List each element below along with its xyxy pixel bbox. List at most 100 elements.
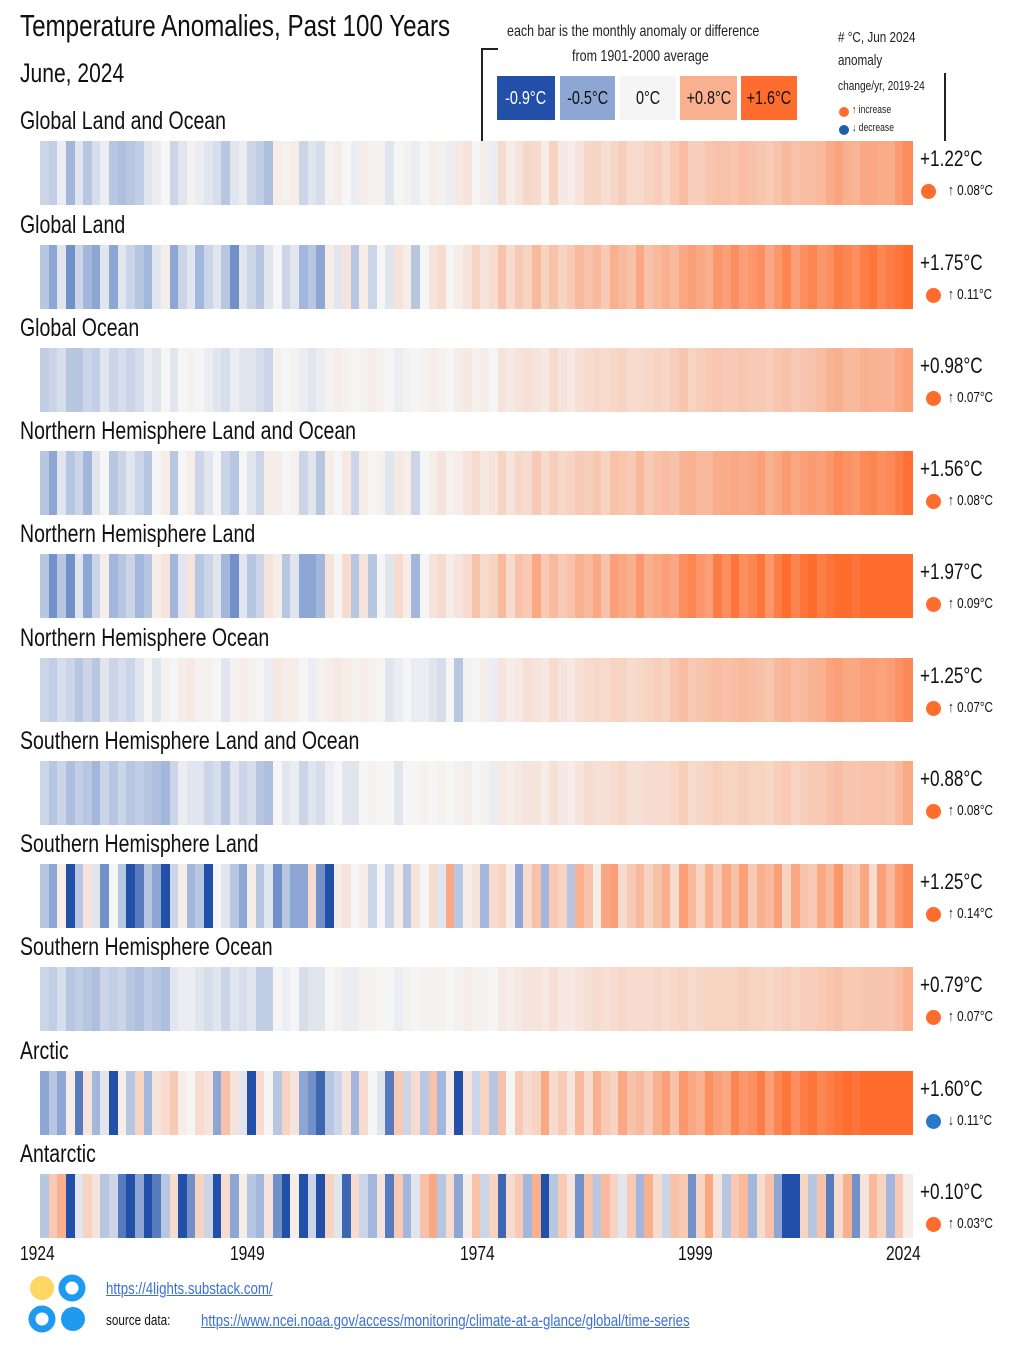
stripe-1951 [273,967,283,1031]
stripe-2024 [903,141,913,205]
stripe-2007 [756,451,766,515]
stripe-1969 [428,761,438,825]
stripe-1952 [281,1071,291,1135]
stripe-1970 [437,967,447,1031]
stripe-1992 [627,864,637,928]
stripe-1939 [169,658,179,722]
stripe-2018 [851,1071,861,1135]
stripe-1932 [109,141,119,205]
stripe-1945 [221,658,231,722]
stripe-2001 [704,348,714,412]
stripe-2004 [730,864,740,928]
source-link[interactable]: https://www.ncei.noaa.gov/access/monitor… [201,1311,690,1330]
stripe-1966 [402,967,412,1031]
stripe-1940 [178,1071,188,1135]
stripe-2005 [739,141,749,205]
stripe-2005 [739,1071,749,1135]
stripe-1955 [307,1071,317,1135]
stripe-1988 [592,348,602,412]
stripe-2003 [722,554,732,618]
stripe-1958 [333,658,343,722]
stripe-1980 [523,967,533,1031]
stripe-1971 [445,1174,455,1238]
stripe-2003 [722,1174,732,1238]
stripe-2000 [696,451,706,515]
x-tick: 1924 [20,1243,55,1265]
stripe-1993 [635,554,645,618]
region-label: Southern Hemisphere Ocean [20,933,273,961]
stripe-1978 [506,141,516,205]
stripe-1991 [618,451,628,515]
stripe-1931 [100,761,110,825]
stripe-1933 [117,451,127,515]
stripe-1946 [229,348,240,412]
stripe-1927 [65,658,76,722]
stripe-1980 [523,141,533,205]
stripe-2000 [696,864,706,928]
stripe-1931 [100,245,110,309]
stripe-1933 [117,554,127,618]
stripe-1931 [100,658,110,722]
stripe-1932 [109,1071,119,1135]
stripe-1946 [229,761,240,825]
stripe-1948 [247,451,257,515]
stripe-1983 [549,864,559,928]
stripe-1994 [644,1071,654,1135]
stripe-1992 [627,1071,637,1135]
stripe-1950 [264,658,274,722]
stripe-1938 [160,1071,171,1135]
stripe-2020 [868,1071,879,1135]
stripe-1930 [91,761,102,825]
site-link[interactable]: https://4lights.substack.com/ [106,1279,273,1298]
stripe-1962 [368,864,378,928]
stripe-1953 [290,141,300,205]
stripe-1998 [678,451,689,515]
stripe-2005 [739,1174,749,1238]
stripe-1946 [229,864,240,928]
decrease-dot-icon [926,1114,941,1129]
stripe-1960 [350,554,361,618]
stripe-1987 [583,864,594,928]
stripe-1934 [126,967,136,1031]
stripe-2019 [860,1071,870,1135]
stripe-1963 [376,451,386,515]
stripe-1956 [316,245,326,309]
stripe-1943 [204,141,214,205]
stripe-1997 [670,864,680,928]
key-change-label: change/yr, 2019-24 [838,78,925,93]
stripe-2009 [773,1174,784,1238]
stripe-1991 [618,761,628,825]
latest-anomaly: +0.98°C [920,353,983,378]
stripe-1964 [385,761,395,825]
stripe-1998 [678,1071,689,1135]
stripe-2008 [765,761,775,825]
stripe-1997 [670,761,680,825]
stripe-1992 [627,658,637,722]
stripe-1941 [186,245,196,309]
stripe-1933 [117,1174,127,1238]
stripe-1989 [601,451,611,515]
stripe-2011 [791,245,801,309]
stripe-1966 [402,761,412,825]
legend-caption-1: each bar is the monthly anomaly or diffe… [507,23,760,40]
stripe-band [40,967,913,1031]
increase-dot-icon [926,1010,941,1025]
stripe-1968 [419,864,430,928]
stripe-1955 [307,554,317,618]
stripe-1989 [601,658,611,722]
stripe-1969 [428,1174,438,1238]
stripe-1952 [281,348,291,412]
stripe-1943 [204,554,214,618]
stripe-2012 [799,1071,809,1135]
stripe-1927 [65,451,76,515]
stripe-1990 [609,245,620,309]
stripe-2010 [782,451,792,515]
stripe-1962 [368,761,378,825]
stripe-1950 [264,864,274,928]
stripe-1954 [299,761,309,825]
stripe-2021 [877,245,887,309]
stripe-2002 [713,864,723,928]
stripe-1987 [583,1174,594,1238]
stripe-2018 [851,348,861,412]
stripe-2009 [773,761,784,825]
